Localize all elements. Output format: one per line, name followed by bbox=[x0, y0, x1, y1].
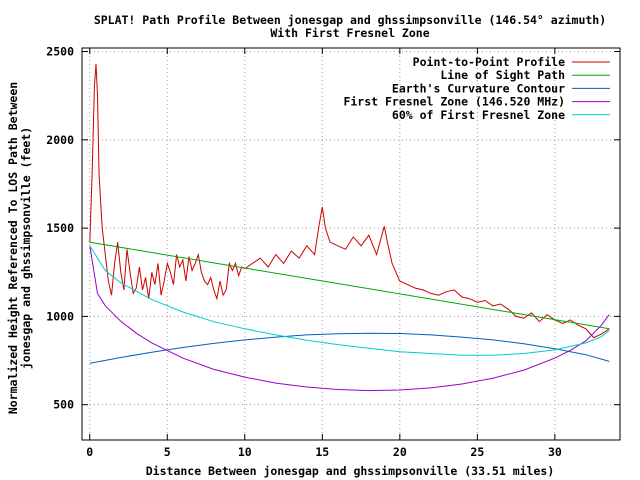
axis-ticks: 0 5 10 15 20 25 30 500 1000 1500 2000 2500 bbox=[46, 45, 620, 459]
x-axis-label: Distance Between jonesgap and ghssimpson… bbox=[146, 464, 555, 478]
series-line-4 bbox=[89, 245, 610, 356]
plot-frame bbox=[81, 47, 621, 441]
x-tick-label: 0 bbox=[86, 445, 93, 459]
series-line-1 bbox=[89, 241, 610, 330]
chart-subtitle: With First Fresnel Zone bbox=[270, 26, 429, 40]
y-tick-label: 2000 bbox=[46, 133, 74, 147]
legend-label-0: Point-to-Point Profile bbox=[413, 55, 565, 69]
legend-label-2: Earth's Curvature Contour bbox=[392, 81, 565, 95]
y-tick-label: 1000 bbox=[46, 309, 74, 323]
grid bbox=[82, 48, 620, 440]
series-line-2 bbox=[89, 332, 610, 364]
series-group bbox=[89, 63, 610, 392]
x-tick-label: 10 bbox=[238, 445, 252, 459]
x-tick-label: 20 bbox=[393, 445, 407, 459]
x-tick-label: 15 bbox=[315, 445, 329, 459]
y-axis-label-line2: jonesgap and ghssimpsonville (feet) bbox=[19, 127, 33, 369]
y-tick-label: 500 bbox=[53, 398, 74, 412]
y-tick-label: 1500 bbox=[46, 221, 74, 235]
chart-title: SPLAT! Path Profile Between jonesgap and… bbox=[94, 13, 606, 27]
legend-label-1: Line of Sight Path bbox=[440, 68, 565, 82]
legend-label-3: First Fresnel Zone (146.520 MHz) bbox=[343, 95, 565, 109]
x-tick-label: 30 bbox=[548, 445, 562, 459]
y-axis-label-line1: Normalized Height Referenced To LOS Path… bbox=[6, 82, 20, 414]
y-tick-label: 2500 bbox=[46, 45, 74, 59]
legend-label-4: 60% of First Fresnel Zone bbox=[392, 108, 565, 122]
x-tick-label: 25 bbox=[470, 445, 484, 459]
series-line-0 bbox=[89, 63, 610, 339]
series-line-3 bbox=[89, 245, 610, 392]
x-tick-label: 5 bbox=[164, 445, 171, 459]
